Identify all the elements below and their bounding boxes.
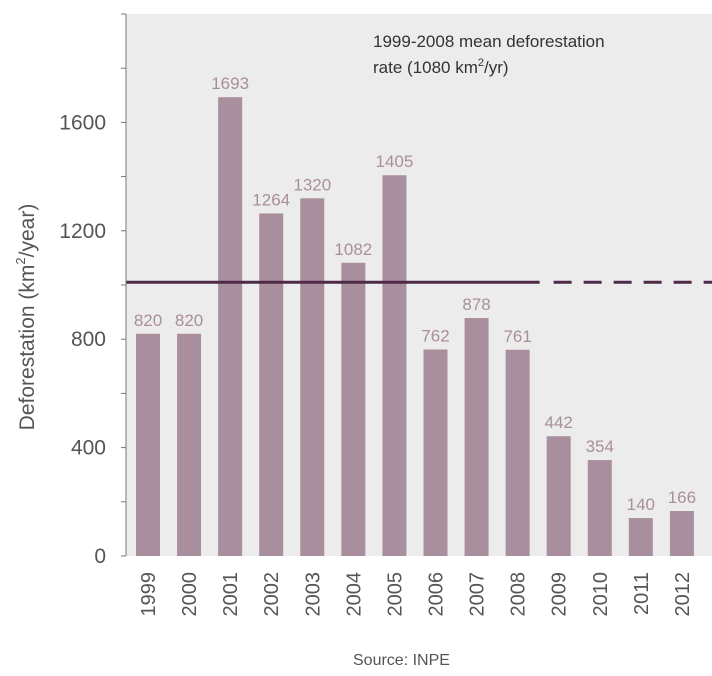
- y-tick-label-0: 0: [94, 545, 106, 568]
- x-tick-label-2004: 2004: [343, 572, 365, 617]
- y-tick-label-800: 800: [71, 328, 106, 351]
- bar-2007: [464, 318, 489, 556]
- mean-rate-annotation: 1999-2008 mean deforestation: [373, 32, 605, 51]
- data-label-2007: 878: [462, 295, 490, 314]
- x-tick-label-2005: 2005: [384, 572, 406, 617]
- x-tick-label-2000: 2000: [179, 572, 201, 617]
- x-tick-label-2002: 2002: [261, 572, 283, 617]
- bar-2005: [382, 175, 407, 556]
- bar-2012: [669, 511, 694, 556]
- data-label-2010: 354: [586, 437, 614, 456]
- bar-2006: [423, 349, 448, 556]
- data-label-2000: 820: [175, 311, 203, 330]
- x-tick-label-2009: 2009: [549, 572, 571, 617]
- x-tick-label-2008: 2008: [508, 572, 530, 617]
- bar-2001: [218, 97, 243, 557]
- bars: [136, 97, 694, 557]
- mean-rate-annotation-line2: rate (1080 km2/yr): [373, 57, 509, 77]
- data-label-2005: 1405: [376, 152, 414, 171]
- x-tick-label-2012: 2012: [672, 572, 694, 617]
- source-note: Source: INPE: [353, 652, 450, 669]
- data-label-2008: 761: [503, 327, 531, 346]
- x-tick-label-1999: 1999: [138, 572, 160, 617]
- y-tick-label-1600: 1600: [59, 111, 106, 134]
- bar-2010: [587, 460, 612, 556]
- bar-2008: [505, 349, 530, 556]
- x-axis-tick-labels: 1999 2000 2001 2002 2003 2004 2005 2006 2007 2008…: [138, 572, 694, 617]
- data-label-2004: 1082: [334, 240, 372, 259]
- bar-1999: [136, 333, 160, 556]
- y-tick-label-1200: 1200: [59, 220, 106, 243]
- data-label-1999: 820: [134, 311, 162, 330]
- data-label-2003: 1320: [293, 175, 331, 194]
- data-label-2011: 140: [627, 495, 655, 514]
- y-tick-label-400: 400: [71, 437, 106, 460]
- bar-2003: [300, 198, 325, 556]
- x-tick-label-2007: 2007: [467, 572, 489, 617]
- x-tick-label-2001: 2001: [220, 572, 242, 617]
- bar-2004: [341, 262, 366, 556]
- bar-2009: [546, 436, 571, 556]
- bar-2002: [259, 213, 284, 556]
- y-axis-ticks: 0 400 800 1200 1600: [59, 13, 126, 568]
- bar-2000: [177, 333, 202, 556]
- bar-2011: [628, 518, 653, 556]
- plot-background: [126, 14, 712, 556]
- data-label-2001: 1693: [211, 74, 249, 93]
- data-label-2002: 1264: [252, 190, 290, 209]
- data-label-2012: 166: [668, 488, 696, 507]
- x-tick-label-2011: 2011: [631, 572, 653, 615]
- x-tick-label-2003: 2003: [302, 572, 324, 617]
- y-axis-label: Deforestation (km2/year): [13, 204, 39, 431]
- x-tick-label-2006: 2006: [425, 572, 447, 617]
- data-label-2009: 442: [545, 413, 573, 432]
- data-label-2006: 762: [421, 326, 449, 345]
- x-tick-label-2010: 2010: [590, 572, 612, 617]
